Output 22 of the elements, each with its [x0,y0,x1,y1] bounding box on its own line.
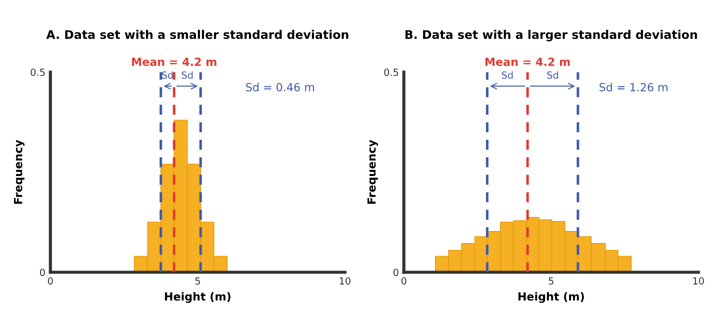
annotation: Sd [547,71,558,79]
y-tick-label: 0.5 [384,68,398,76]
x-tick-label: 5 [195,277,200,285]
ref-line-label: Mean = 4.2 m [485,58,570,66]
y-axis-title: Frequency [14,140,25,204]
y-axis-title: Frequency [367,140,378,204]
chart-title: B. Data set with a larger standard deviation [405,30,697,42]
annotation: Sd = 1.26 m [600,82,668,92]
x-tick-label: 0 [401,277,406,285]
x-tick-label: 0 [48,277,53,285]
y-tick-label: 0.5 [30,68,45,76]
annotation: Sd [502,71,513,79]
ref-line-label: Mean = 4.2 m [132,58,216,66]
x-tick-label: 10 [340,277,350,285]
chart-title: A. Data set with a smaller standard deviation [46,30,348,39]
annotation: Sd [182,71,193,79]
annotation: Sd [162,71,173,79]
x-axis-title: Height (m) [518,292,584,303]
x-axis-title: Height (m) [164,292,230,303]
x-tick-label: 5 [548,277,554,285]
x-tick-label: 10 [693,277,704,285]
annotation: Sd = 0.46 m [246,82,314,92]
